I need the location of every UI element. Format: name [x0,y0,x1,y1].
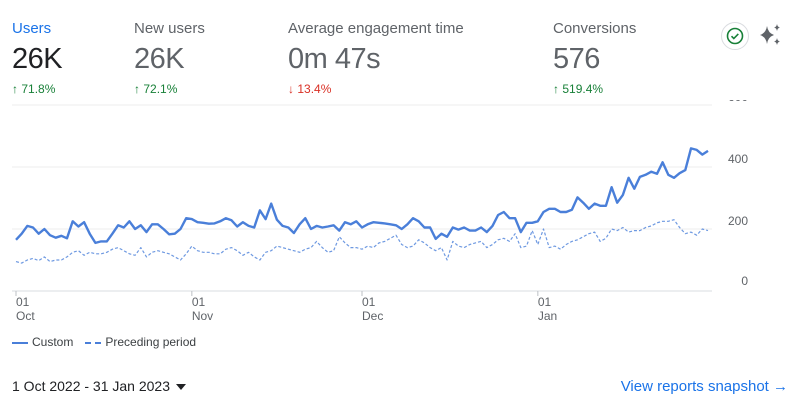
date-range-label: 1 Oct 2022 - 31 Jan 2023 [12,378,170,394]
arrow-down-icon: ↓ [288,82,294,96]
metric-label: Users [12,20,52,37]
legend-item-preceding: Preceding period [85,335,196,349]
caret-down-icon [176,384,186,391]
metric-delta: ↑ 71.8% [12,82,62,96]
y-tick-label: 600 [728,100,748,104]
chart-legend: Custom Preceding period [12,335,196,349]
line-chart: 020040060001Oct01Nov01Dec01Jan [12,100,748,323]
delta-value: 72.1% [143,82,178,96]
metric-users[interactable]: Users 26K ↑ 71.8% [12,20,63,96]
link-label: View reports snapshot [620,378,769,395]
metric-value: 26K [134,43,185,75]
legend-label: Custom [32,335,74,349]
check-circle-icon[interactable] [721,22,749,50]
series-custom-line [15,147,709,245]
metric-label: New users [134,20,205,37]
y-tick-label: 0 [741,274,748,288]
y-tick-label: 400 [728,152,748,166]
sparkle-icon[interactable] [757,22,783,53]
arrow-up-icon: ↑ [553,82,559,96]
metric-label: Average engagement time [288,20,464,37]
metric-value: 0m 47s [288,43,381,75]
x-tick-month: Nov [192,309,213,323]
legend-item-custom: Custom [12,335,73,349]
metric-delta: ↑ 72.1% [134,82,205,96]
arrow-up-icon: ↑ [134,82,140,96]
metric-value: 26K [12,43,63,75]
metric-conversions[interactable]: Conversions 576 ↑ 519.4% [553,20,636,96]
x-tick-day: 01 [16,295,30,309]
series-preceding-period-line [15,219,709,264]
x-tick-month: Oct [16,309,35,323]
legend-label: Preceding period [105,335,197,349]
view-reports-snapshot-link[interactable]: View reports snapshot → [621,378,788,395]
delta-value: 519.4% [562,82,604,96]
metric-value: 576 [553,43,600,75]
delta-value: 71.8% [21,82,56,96]
y-tick-label: 200 [728,214,748,228]
metric-delta: ↑ 519.4% [553,82,636,96]
date-range-dropdown[interactable]: 1 Oct 2022 - 31 Jan 2023 [12,378,186,394]
arrow-right-icon: → [773,378,788,395]
metric-avg-engagement-time[interactable]: Average engagement time 0m 47s ↓ 13.4% [288,20,464,96]
x-tick-day: 01 [192,295,206,309]
x-tick-day: 01 [538,295,552,309]
arrow-up-icon: ↑ [12,82,18,96]
x-tick-month: Dec [362,309,383,323]
delta-value: 13.4% [297,82,332,96]
x-tick-day: 01 [362,295,376,309]
metric-label: Conversions [553,20,637,37]
metric-new-users[interactable]: New users 26K ↑ 72.1% [134,20,205,96]
metric-delta: ↓ 13.4% [288,82,464,96]
x-tick-month: Jan [538,309,557,323]
